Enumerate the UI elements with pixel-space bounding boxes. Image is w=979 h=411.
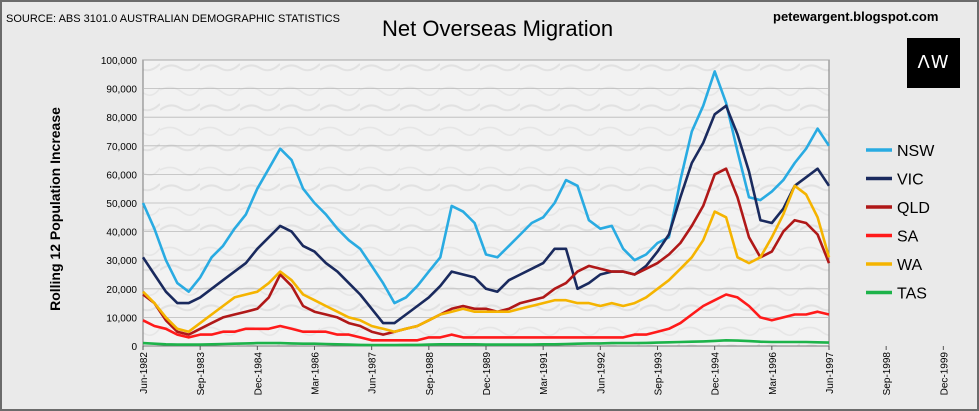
y-tick-label: 30,000 — [106, 256, 137, 267]
y-tick-label: 40,000 — [106, 228, 137, 239]
blog-url: petewargent.blogspot.com — [773, 9, 939, 24]
y-tick-label: 70,000 — [106, 142, 137, 153]
y-tick-label: 90,000 — [106, 85, 137, 96]
series-line-qld — [142, 167, 831, 336]
x-axis: Jun-1982 Sep-1983 Dec-1984 Mar-1986 Jun-1987… — [139, 346, 950, 396]
y-tick-label: 80,000 — [106, 113, 137, 124]
series-line-vic — [141, 104, 831, 325]
x-tick-label: Dec-1989 — [482, 352, 493, 396]
y-tick-label: 60,000 — [106, 170, 137, 181]
series-line-wa — [142, 184, 831, 333]
x-tick-label: Dec-1984 — [253, 352, 264, 396]
aw-logo: ΛW — [907, 38, 960, 88]
legend-label-qld: QLD — [897, 200, 930, 217]
y-tick-label: 20,000 — [106, 285, 137, 296]
x-tick-label: Dec-1994 — [711, 352, 722, 396]
series-line-nsw — [141, 70, 831, 305]
x-tick-label: Sep-1993 — [654, 352, 665, 396]
chart-title: Net Overseas Migration — [382, 16, 614, 41]
x-tick-label: Jun-1997 — [825, 352, 836, 394]
y-axis: 0 10,000 20,000 30,000 40,000 50,000 60,000 70,… — [101, 56, 138, 353]
x-tick-label: Sep-1998 — [882, 352, 893, 396]
x-tick-label: Mar-1991 — [539, 352, 550, 395]
y-tick-label: 10,000 — [106, 313, 137, 324]
series-line-tas — [142, 339, 830, 347]
x-tick-label: Sep-1988 — [425, 352, 436, 396]
series-lines — [141, 70, 831, 347]
legend-label-wa: WA — [897, 257, 923, 274]
source-note: SOURCE: ABS 3101.0 AUSTRALIAN DEMOGRAPHI… — [6, 13, 340, 25]
x-tick-label: Jun-1982 — [139, 352, 150, 394]
y-axis-label: Rolling 12 Population Increase — [47, 107, 63, 311]
legend-label-vic: VIC — [897, 172, 924, 189]
x-tick-label: Dec-1999 — [939, 352, 950, 396]
legend-label-tas: TAS — [897, 286, 927, 303]
y-tick-label: 50,000 — [106, 199, 137, 210]
grid-lines — [143, 59, 829, 318]
series-line-sa — [142, 293, 830, 342]
legend: NSW VIC QLD SA WA TAS — [866, 143, 935, 303]
legend-label-nsw: NSW — [897, 143, 935, 160]
y-tick-label: 100,000 — [101, 56, 138, 67]
x-tick-label: Jun-1987 — [368, 352, 379, 394]
x-tick-label: Sep-1983 — [196, 352, 207, 396]
x-tick-label: Mar-1986 — [311, 352, 322, 395]
legend-label-sa: SA — [897, 229, 919, 246]
y-tick-label: 0 — [131, 342, 137, 353]
x-tick-label: Jun-1992 — [596, 352, 607, 394]
x-tick-label: Mar-1996 — [768, 352, 779, 395]
